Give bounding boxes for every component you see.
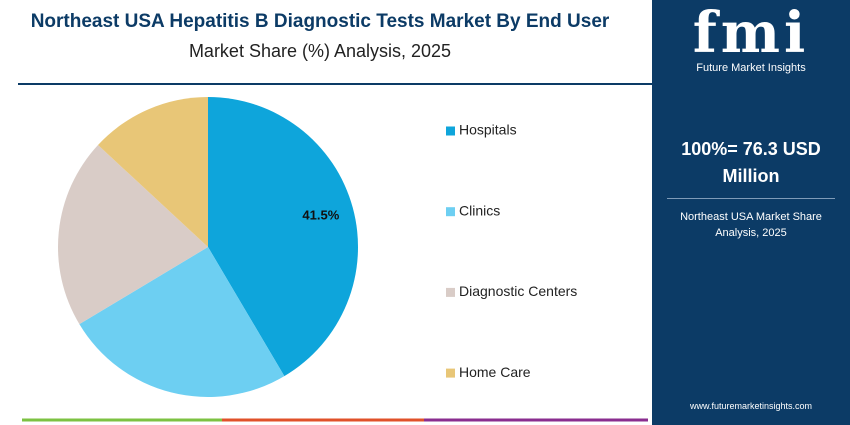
total: 100%= 76.3 USD Million: [681, 139, 821, 186]
legend-swatch: [446, 207, 455, 217]
pie-slice: [58, 145, 208, 325]
chart-subtitle: Market Share (%) Analysis, 2025: [189, 41, 451, 61]
legend-label: Hospitals: [459, 122, 517, 138]
pie-slice: [98, 97, 208, 247]
sidebar: fmi Future Market Insights 100%= 76.3 US…: [652, 0, 850, 425]
legend-swatch: [446, 126, 455, 136]
data-label: 41.5%: [302, 208, 339, 223]
url: www.futuremarketinsights.com: [689, 401, 813, 411]
brand: Future Market Insights: [696, 62, 806, 74]
caption: Northeast USA Market Share Analysis, 202…: [680, 211, 822, 239]
chart: Northeast USA Hepatitis B Diagnostic Tes…: [18, 11, 652, 422]
legend-label: Clinics: [459, 202, 500, 218]
legend-label: Home Care: [459, 364, 531, 380]
legend-swatch: [446, 287, 455, 297]
legend-label: Diagnostic Centers: [459, 283, 577, 299]
pie-slice: [79, 247, 285, 397]
chart-title: Northeast USA Hepatitis B Diagnostic Tes…: [31, 11, 610, 32]
pie-slice: [208, 97, 358, 377]
logo: fmi: [692, 0, 810, 66]
rule: [667, 198, 835, 199]
legend-swatch: [446, 368, 455, 378]
